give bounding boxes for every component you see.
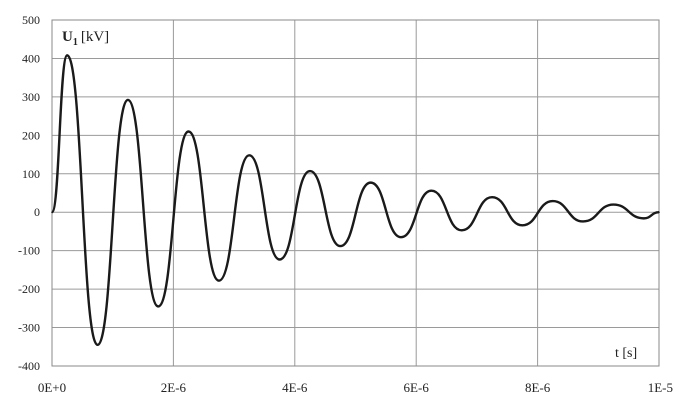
series-line [50, 54, 660, 347]
data-point [248, 154, 251, 157]
plot-border [51, 19, 660, 367]
x-tick-label: 1E-5 [648, 380, 673, 395]
data-point [582, 220, 584, 223]
series-layer [50, 54, 660, 347]
data-point [96, 344, 99, 346]
x-tick-label: 4E-6 [282, 380, 308, 395]
data-point [521, 224, 524, 227]
data-point [218, 279, 220, 282]
data-point [643, 217, 645, 220]
y-axis-label-unit: [kV] [81, 29, 109, 45]
data-point [157, 305, 160, 308]
x-tick-label: 0E+0 [38, 380, 66, 395]
x-tick-label: 8E-6 [525, 380, 551, 395]
y-tick-label: -300 [18, 321, 40, 335]
data-point [460, 229, 463, 232]
x-axis-label: t [s] [615, 346, 637, 361]
data-point [278, 258, 281, 261]
data-point [66, 54, 68, 57]
y-tick-label: 0 [34, 205, 40, 219]
y-tick-label: 200 [22, 128, 40, 142]
data-point [491, 196, 493, 199]
data-point [309, 170, 311, 172]
y-axis-label-sub: 1 [73, 37, 78, 48]
data-point [551, 200, 554, 202]
y-tick-label: 300 [22, 90, 40, 104]
data-point [612, 203, 615, 206]
data-point [430, 189, 433, 192]
data-point [400, 236, 402, 239]
tick-labels: 500 400 300 200 100 0 -100 -200 -300 -400 0E+0 2E-6… [18, 13, 673, 395]
y-tick-label: 500 [22, 13, 40, 27]
y-axis-label-main: U [62, 29, 73, 45]
data-point [127, 99, 129, 101]
x-tick-label: 2E-6 [161, 380, 187, 395]
y-tick-label: 400 [22, 51, 40, 65]
y-tick-label: -200 [18, 282, 40, 296]
data-point [187, 130, 190, 133]
y-tick-label: -400 [18, 359, 40, 373]
data-point [658, 211, 660, 214]
y-tick-label: 100 [22, 167, 40, 181]
data-point [369, 181, 372, 184]
data-point [339, 245, 342, 247]
y-axis-label: U1 [kV] [62, 29, 109, 48]
x-tick-label: 6E-6 [404, 380, 430, 395]
data-point [51, 211, 53, 214]
y-tick-label: -100 [18, 244, 40, 258]
